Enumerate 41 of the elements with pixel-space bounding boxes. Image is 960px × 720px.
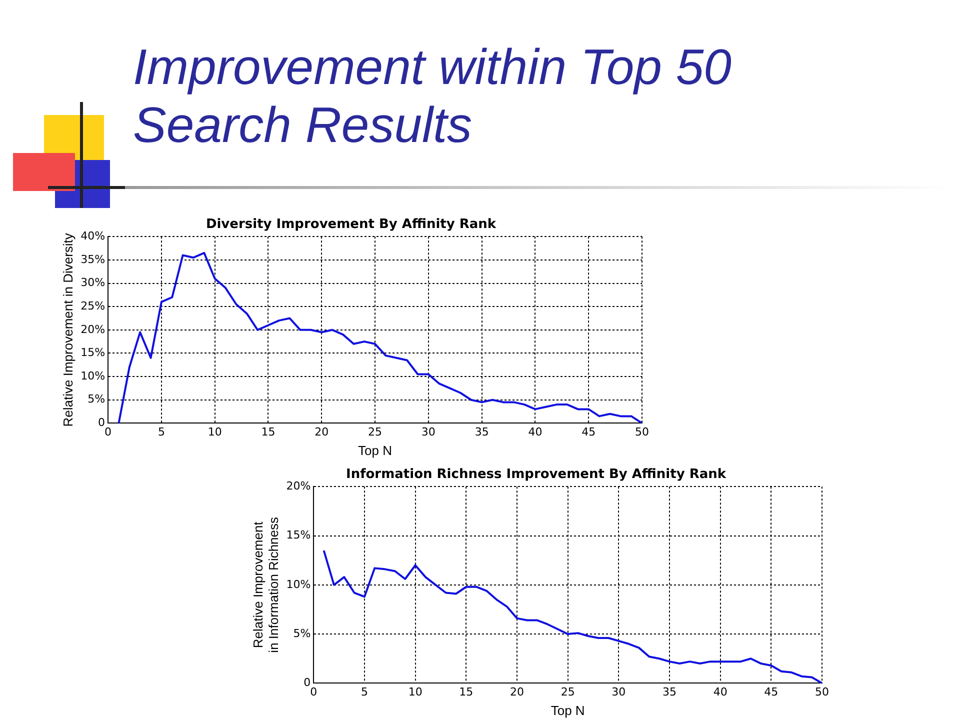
x-tick-label: 35 (662, 686, 676, 699)
y-tick-label: 30% (80, 276, 106, 290)
x-tick-label: 10 (408, 686, 422, 699)
y-tick-label: 0 (98, 416, 106, 430)
x-axis-title: Top N (550, 702, 585, 718)
y-tick-label: 15% (286, 528, 311, 542)
x-tick-label: 30 (612, 686, 626, 699)
y-tick-label: 20% (80, 322, 106, 336)
x-tick-label: 5 (158, 426, 165, 439)
x-tick-label: 50 (815, 686, 829, 699)
y-tick-label: 0 (304, 676, 311, 690)
x-tick-label: 5 (360, 686, 368, 699)
y-tick-label: 5% (88, 392, 106, 406)
x-tick-label: 45 (582, 426, 596, 439)
x-tick-label: 50 (635, 426, 649, 439)
x-axis-title: Top N (358, 442, 392, 458)
x-tick-label: 15 (459, 686, 474, 699)
x-tick-label: 20 (314, 426, 329, 439)
y-tick-label: 40% (80, 229, 106, 242)
y-tick-label: 10% (286, 578, 311, 591)
y-tick-label: 5% (293, 626, 311, 640)
y-tick-label: 20% (286, 479, 311, 492)
x-tick-label: 30 (421, 426, 436, 439)
y-tick-label: 10% (80, 369, 106, 382)
x-tick-label: 45 (764, 686, 778, 699)
x-tick-label: 10 (208, 426, 222, 439)
chart-title: Information Richness Improvement By Affinity Rank (346, 467, 726, 482)
x-tick-label: 25 (560, 686, 575, 699)
y-axis-title: Relative Improvement in Diversity (60, 232, 76, 427)
x-tick-label: 35 (474, 426, 489, 439)
y-tick-label: 25% (80, 299, 106, 312)
text: Improvement within Top 50 Search Results (133, 38, 732, 154)
chart-title: Diversity Improvement By Affinity Rank (206, 217, 496, 232)
x-tick-label: 15 (261, 426, 276, 439)
x-tick-label: 40 (713, 686, 728, 699)
y-axis-title: Relative Improvement in Information Richness (250, 516, 281, 653)
y-tick-label: 15% (80, 346, 106, 360)
x-tick-label: 25 (368, 426, 382, 439)
y-tick-label: 35% (80, 252, 106, 266)
x-tick-label: 20 (510, 686, 524, 699)
x-tick-label: 40 (528, 426, 542, 439)
